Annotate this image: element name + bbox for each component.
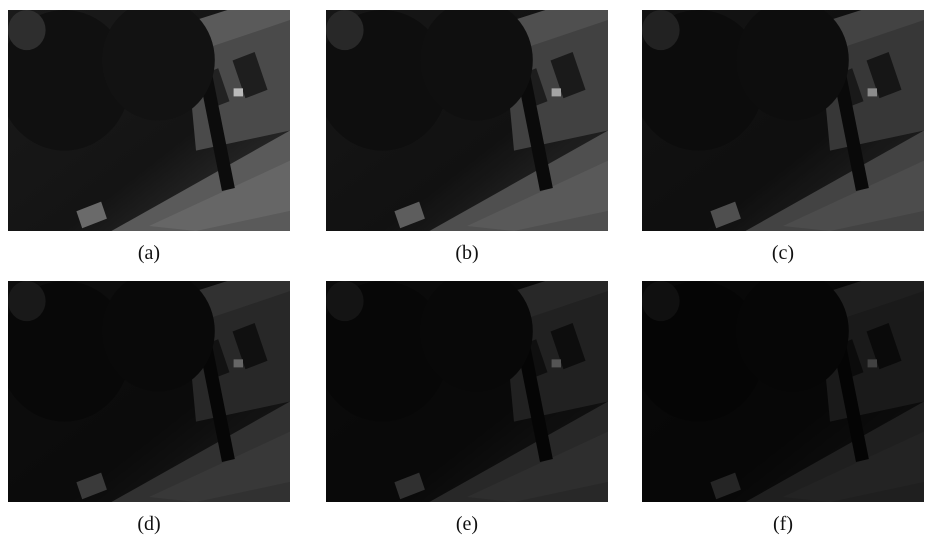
panel-label: (c) (642, 242, 924, 265)
panel-image (642, 10, 924, 231)
panel-image (642, 281, 924, 502)
panel-label: (b) (326, 242, 608, 265)
photo (326, 281, 608, 502)
photo (326, 10, 608, 231)
panel-image (8, 10, 290, 231)
photo (642, 10, 924, 231)
photo (8, 281, 290, 502)
panel-image (326, 10, 608, 231)
panel-label: (a) (8, 242, 290, 265)
figure: (a) (b) (0, 0, 931, 537)
photo (8, 10, 290, 231)
panel-label: (e) (326, 513, 608, 536)
panel-label: (f) (642, 513, 924, 536)
panel-image (326, 281, 608, 502)
panel-label: (d) (8, 513, 290, 536)
photo (642, 281, 924, 502)
panel-image (8, 281, 290, 502)
